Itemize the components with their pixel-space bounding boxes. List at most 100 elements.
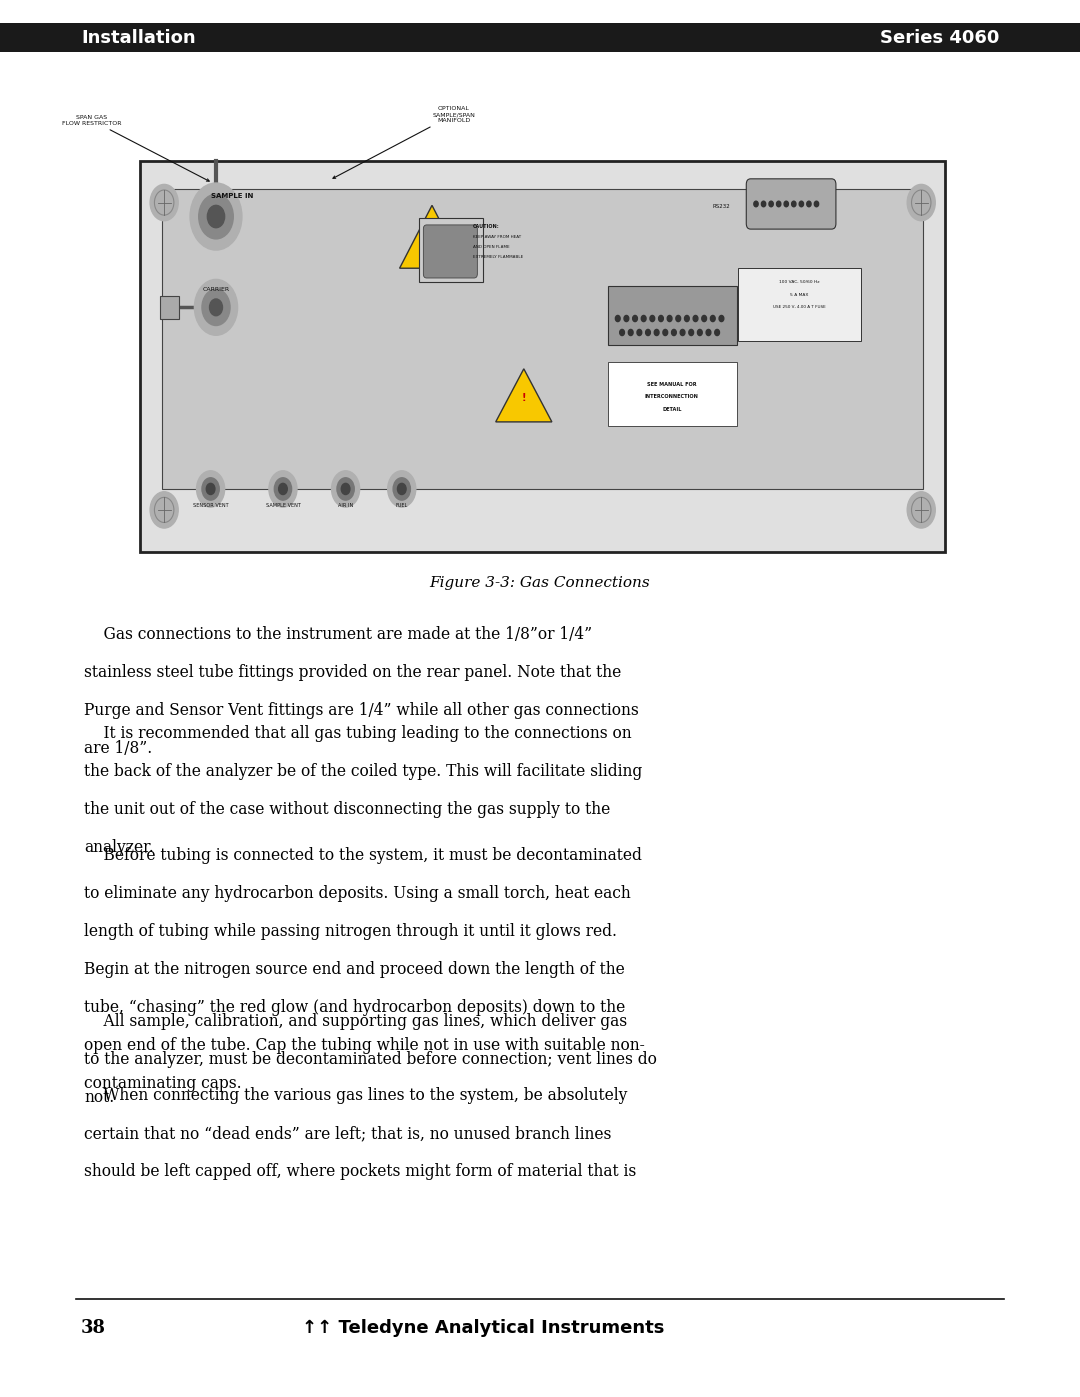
Text: It is recommended that all gas tubing leading to the connections on: It is recommended that all gas tubing le… bbox=[84, 725, 632, 742]
Circle shape bbox=[650, 316, 654, 321]
Circle shape bbox=[633, 316, 637, 321]
Text: KEEP AWAY FROM HEAT: KEEP AWAY FROM HEAT bbox=[473, 236, 522, 239]
Text: When connecting the various gas lines to the system, be absolutely: When connecting the various gas lines to… bbox=[84, 1087, 627, 1104]
Circle shape bbox=[279, 483, 287, 495]
Text: the unit out of the case without disconnecting the gas supply to the: the unit out of the case without disconn… bbox=[84, 800, 610, 819]
Circle shape bbox=[907, 184, 935, 221]
Text: 100 VAC, 50/60 Hz: 100 VAC, 50/60 Hz bbox=[779, 281, 820, 284]
Circle shape bbox=[672, 330, 676, 335]
Text: AND OPEN FLAME: AND OPEN FLAME bbox=[473, 246, 510, 249]
FancyBboxPatch shape bbox=[140, 161, 945, 552]
Circle shape bbox=[807, 201, 811, 207]
Circle shape bbox=[667, 316, 672, 321]
Text: SAMPLE IN: SAMPLE IN bbox=[211, 193, 254, 198]
Text: contaminating caps.: contaminating caps. bbox=[84, 1074, 242, 1091]
Circle shape bbox=[206, 483, 215, 495]
Circle shape bbox=[397, 483, 406, 495]
Text: Gas connections to the instrument are made at the 1/8”or 1/4”: Gas connections to the instrument are ma… bbox=[84, 626, 592, 643]
Circle shape bbox=[761, 201, 766, 207]
Circle shape bbox=[620, 330, 624, 335]
Circle shape bbox=[676, 316, 680, 321]
Text: length of tubing while passing nitrogen through it until it glows red.: length of tubing while passing nitrogen … bbox=[84, 922, 618, 940]
Text: USE 250 V, 4.00 A T FUSE: USE 250 V, 4.00 A T FUSE bbox=[773, 306, 825, 309]
Circle shape bbox=[197, 471, 225, 507]
Text: !: ! bbox=[522, 393, 526, 404]
Text: Before tubing is connected to the system, it must be decontaminated: Before tubing is connected to the system… bbox=[84, 847, 643, 863]
Polygon shape bbox=[400, 205, 464, 268]
Text: All sample, calibration, and supporting gas lines, which deliver gas: All sample, calibration, and supporting … bbox=[84, 1013, 627, 1030]
Circle shape bbox=[659, 316, 663, 321]
Circle shape bbox=[274, 478, 292, 500]
Text: not.: not. bbox=[84, 1088, 114, 1106]
Circle shape bbox=[150, 184, 178, 221]
Circle shape bbox=[814, 201, 819, 207]
Circle shape bbox=[654, 330, 659, 335]
FancyBboxPatch shape bbox=[0, 24, 1080, 53]
FancyBboxPatch shape bbox=[423, 225, 477, 278]
Text: FUEL: FUEL bbox=[395, 503, 408, 509]
Text: SENSOR VENT: SENSOR VENT bbox=[193, 503, 228, 509]
Text: RS232: RS232 bbox=[713, 204, 730, 210]
Circle shape bbox=[642, 316, 646, 321]
Circle shape bbox=[693, 316, 698, 321]
Text: AIR IN: AIR IN bbox=[338, 503, 353, 509]
Circle shape bbox=[341, 483, 350, 495]
Circle shape bbox=[624, 316, 629, 321]
Circle shape bbox=[784, 201, 788, 207]
Text: CARRIER: CARRIER bbox=[202, 286, 230, 292]
Text: open end of the tube. Cap the tubing while not in use with suitable non-: open end of the tube. Cap the tubing whi… bbox=[84, 1037, 645, 1053]
Circle shape bbox=[616, 316, 620, 321]
Circle shape bbox=[702, 316, 706, 321]
Circle shape bbox=[799, 201, 804, 207]
Text: 5 A MAX: 5 A MAX bbox=[789, 293, 809, 296]
FancyBboxPatch shape bbox=[608, 286, 737, 345]
Circle shape bbox=[629, 330, 633, 335]
Text: ↑↑ Teledyne Analytical Instruments: ↑↑ Teledyne Analytical Instruments bbox=[302, 1319, 665, 1337]
Text: Begin at the nitrogen source end and proceed down the length of the: Begin at the nitrogen source end and pro… bbox=[84, 961, 625, 978]
Text: CAUTION:: CAUTION: bbox=[473, 224, 500, 229]
Circle shape bbox=[689, 330, 693, 335]
Circle shape bbox=[393, 478, 410, 500]
Text: Figure 3-3: Gas Connections: Figure 3-3: Gas Connections bbox=[430, 576, 650, 590]
Circle shape bbox=[646, 330, 650, 335]
Circle shape bbox=[269, 471, 297, 507]
Circle shape bbox=[388, 471, 416, 507]
Text: stainless steel tube fittings provided on the rear panel. Note that the: stainless steel tube fittings provided o… bbox=[84, 664, 621, 680]
Text: are 1/8”.: are 1/8”. bbox=[84, 740, 152, 757]
Circle shape bbox=[663, 330, 667, 335]
Text: to eliminate any hydrocarbon deposits. Using a small torch, heat each: to eliminate any hydrocarbon deposits. U… bbox=[84, 884, 631, 901]
Circle shape bbox=[202, 478, 219, 500]
Text: 38: 38 bbox=[81, 1319, 106, 1337]
FancyBboxPatch shape bbox=[746, 179, 836, 229]
Circle shape bbox=[685, 316, 689, 321]
Circle shape bbox=[715, 330, 719, 335]
Circle shape bbox=[769, 201, 773, 207]
Text: Purge and Sensor Vent fittings are 1/4” while all other gas connections: Purge and Sensor Vent fittings are 1/4” … bbox=[84, 701, 639, 719]
Text: to the analyzer, must be decontaminated before connection; vent lines do: to the analyzer, must be decontaminated … bbox=[84, 1051, 657, 1067]
Circle shape bbox=[907, 492, 935, 528]
Text: EXTREMELY FLAMMABLE: EXTREMELY FLAMMABLE bbox=[473, 256, 524, 258]
Text: the back of the analyzer be of the coiled type. This will facilitate sliding: the back of the analyzer be of the coile… bbox=[84, 763, 643, 780]
FancyBboxPatch shape bbox=[160, 296, 179, 319]
Text: !: ! bbox=[429, 235, 435, 249]
Circle shape bbox=[202, 289, 230, 326]
Circle shape bbox=[199, 194, 233, 239]
Polygon shape bbox=[496, 369, 552, 422]
Text: OPTIONAL
SAMPLE/SPAN
MANIFOLD: OPTIONAL SAMPLE/SPAN MANIFOLD bbox=[333, 106, 475, 179]
Text: certain that no “dead ends” are left; that is, no unused branch lines: certain that no “dead ends” are left; th… bbox=[84, 1125, 611, 1141]
Text: SPAN GAS
FLOW RESTRICTOR: SPAN GAS FLOW RESTRICTOR bbox=[62, 115, 210, 182]
Circle shape bbox=[637, 330, 642, 335]
Circle shape bbox=[150, 492, 178, 528]
Text: Installation: Installation bbox=[81, 29, 195, 46]
FancyBboxPatch shape bbox=[608, 362, 737, 426]
Circle shape bbox=[706, 330, 711, 335]
Circle shape bbox=[711, 316, 715, 321]
Text: should be left capped off, where pockets might form of material that is: should be left capped off, where pockets… bbox=[84, 1162, 636, 1180]
Circle shape bbox=[777, 201, 781, 207]
Circle shape bbox=[194, 279, 238, 335]
Text: SAMPLE VENT: SAMPLE VENT bbox=[266, 503, 300, 509]
Text: DETAIL: DETAIL bbox=[662, 407, 681, 412]
FancyBboxPatch shape bbox=[162, 189, 923, 489]
Circle shape bbox=[792, 201, 796, 207]
Circle shape bbox=[332, 471, 360, 507]
